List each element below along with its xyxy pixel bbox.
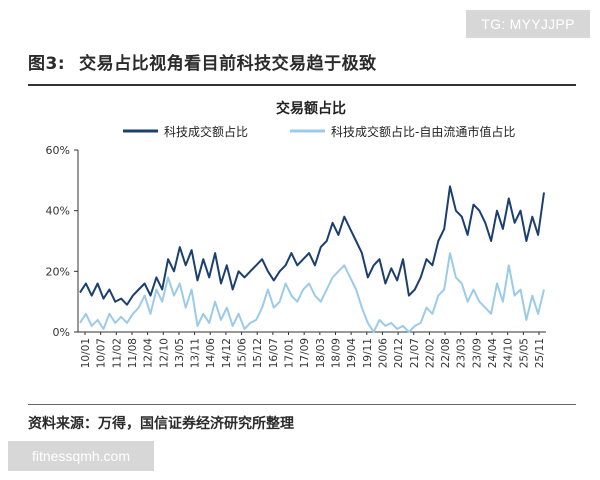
figure-number: 图3: — [28, 54, 66, 74]
y-tick-label: 20% — [46, 265, 70, 278]
x-tick-label: 11/02 — [111, 338, 123, 368]
x-tick-label: 23/03 — [456, 338, 468, 368]
watermark-top: TG: MYYJJPP — [466, 10, 590, 38]
x-tick-label: 18/09 — [330, 338, 342, 368]
x-tick-label: 10/07 — [96, 338, 108, 368]
x-tick-label: 12/10 — [158, 338, 170, 368]
title-rule — [28, 84, 576, 86]
y-tick-label: 0% — [53, 326, 70, 339]
chart-legend: 科技成交额占比 科技成交额占比-自由流通市值占比 — [123, 124, 515, 139]
x-tick-label: 13/05 — [174, 338, 186, 368]
x-tick-label: 15/06 — [237, 338, 249, 369]
x-tick-label: 24/10 — [503, 338, 515, 368]
x-tick-label: 21/07 — [409, 338, 421, 368]
x-tick-label: 14/12 — [221, 338, 233, 368]
x-tick-label: 24/04 — [487, 338, 499, 369]
x-tick-label: 11/08 — [127, 338, 139, 368]
x-tick-label: 25/11 — [534, 338, 546, 368]
y-tick-label: 60% — [46, 144, 70, 157]
figure-source: 资料来源：万得，国信证券经济研究所整理 — [28, 416, 294, 432]
legend-label-series-2: 科技成交额占比-自由流通市值占比 — [331, 124, 515, 139]
x-tick-label: 13/11 — [190, 338, 202, 368]
line-chart: 交易额占比 科技成交额占比 科技成交额占比-自由流通市值占比 0% 20% 40% 6… — [46, 100, 546, 368]
y-tick-label: 40% — [46, 205, 70, 218]
x-tick-label: 20/12 — [393, 338, 405, 368]
series-line-tech-turnover-share — [79, 185, 545, 306]
watermark-bottom: fitnessqmh.com — [8, 441, 154, 471]
chart-axes: 0% 20% 40% 60% 10/01 10/07 11/02 11/08 12/04 12/1… — [46, 144, 546, 368]
x-tick-label: 25/05 — [518, 338, 530, 368]
x-tick-label: 17/01 — [284, 338, 296, 368]
chart-series — [79, 185, 545, 333]
figure-title-text: 交易占比视角看目前科技交易趋于极致 — [79, 54, 377, 74]
x-tick-label: 19/04 — [346, 338, 358, 369]
x-tick-label: 18/03 — [315, 338, 327, 368]
x-tick-label: 12/04 — [143, 338, 155, 369]
x-tick-label: 19/11 — [362, 338, 374, 368]
source-rule — [28, 404, 576, 405]
x-tick-label: 20/06 — [377, 338, 389, 369]
figure-title: 图3: 交易占比视角看目前科技交易趋于极致 — [28, 49, 377, 74]
x-tick-label: 10/01 — [80, 338, 92, 368]
x-tick-label: 17/09 — [299, 338, 311, 368]
x-tick-label: 16/07 — [268, 338, 280, 368]
x-tick-label: 15/12 — [252, 338, 264, 368]
x-tick-label: 23/09 — [471, 338, 483, 368]
x-tick-label: 22/02 — [424, 338, 436, 368]
chart-title: 交易额占比 — [276, 100, 346, 117]
series-line-tech-turnover-minus-float-share — [79, 252, 545, 333]
x-tick-label: 14/06 — [205, 338, 217, 369]
x-tick-label: 22/08 — [440, 338, 452, 368]
legend-label-series-1: 科技成交额占比 — [164, 124, 248, 139]
